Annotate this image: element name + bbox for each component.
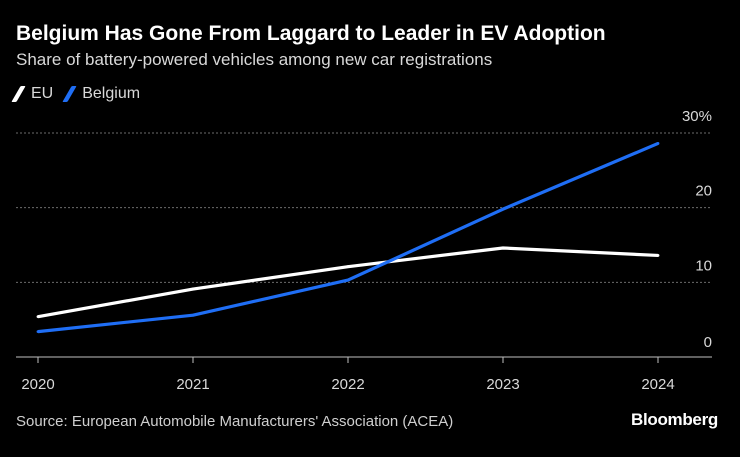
legend: EU Belgium (11, 85, 154, 103)
data-point-belgium-2021 (191, 313, 195, 317)
y-tick-label-10: 10 (695, 257, 712, 274)
y-tick-label-0: 0 (704, 334, 712, 351)
data-point-eu-2024 (656, 254, 660, 257)
data-point-belgium-2023 (501, 207, 505, 211)
x-tick-label-2020: 2020 (21, 376, 54, 393)
x-tick-label-2023: 2023 (486, 376, 519, 393)
data-point-belgium-2020 (36, 330, 40, 334)
x-tick-label-2022: 2022 (331, 376, 364, 393)
data-point-belgium-2024 (656, 142, 660, 145)
legend-label-belgium: Belgium (82, 85, 141, 102)
y-tick-label-20: 20 (695, 183, 712, 200)
data-point-eu-2022 (346, 265, 350, 269)
y-tick-label-30: 30% (682, 108, 712, 125)
bloomberg-logo: Bloomberg (630, 410, 718, 429)
chart-subtitle: Share of battery-powered vehicles among … (16, 50, 493, 69)
legend-item-eu: EU (11, 85, 54, 103)
data-point-eu-2023 (501, 246, 505, 250)
x-tick-label-2021: 2021 (176, 376, 209, 393)
x-tick-label-2024: 2024 (641, 376, 674, 393)
legend-item-belgium: Belgium (62, 85, 141, 103)
source-note: Source: European Automobile Manufacturer… (16, 413, 454, 430)
series-line-belgium (37, 141, 659, 334)
legend-label-eu: EU (31, 85, 54, 102)
data-point-eu-2020 (36, 315, 40, 319)
data-point-belgium-2022 (346, 278, 350, 282)
chart-title: Belgium Has Gone From Laggard to Leader … (16, 22, 606, 45)
data-point-eu-2021 (191, 287, 195, 291)
